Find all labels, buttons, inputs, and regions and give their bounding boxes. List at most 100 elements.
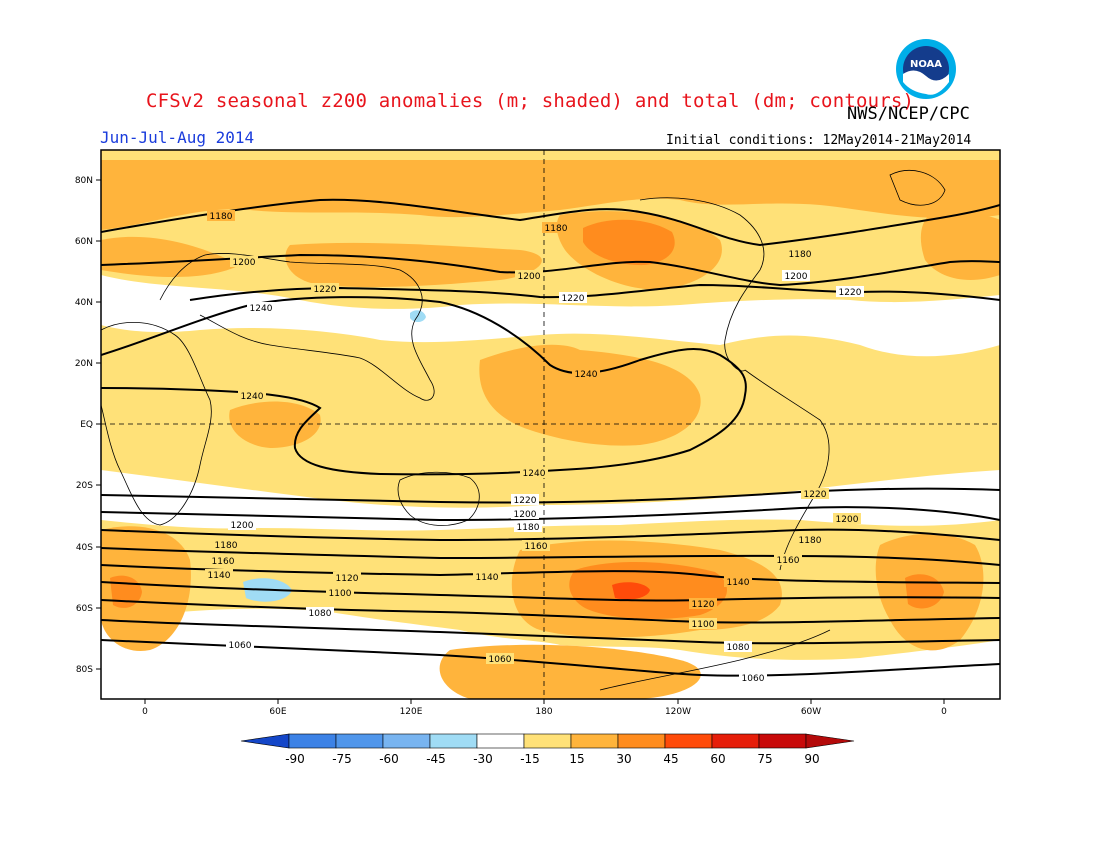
colorbar-label: -60	[379, 752, 399, 766]
contour-label-1200-f: 1200	[836, 515, 859, 525]
contour-label-1080-a: 1080	[309, 609, 332, 619]
neutral-band-south	[101, 470, 1000, 531]
contour-label-1180-f: 1180	[799, 536, 822, 546]
contour-1200-south	[101, 506, 1000, 522]
contour-label-1240-d: 1240	[523, 469, 546, 479]
lat-label-20s: 20S	[76, 481, 93, 491]
anomaly-30-45-pacific	[479, 344, 701, 446]
anomaly-30-45-arctic	[101, 160, 1000, 230]
lon-label-120e: 120E	[400, 707, 423, 717]
colorbar-label: -90	[285, 752, 305, 766]
contour-label-1080-b: 1080	[727, 643, 750, 653]
contour-label-1100-a: 1100	[329, 589, 352, 599]
colorbar-swatch	[335, 733, 384, 749]
colorbar-swatch	[382, 733, 431, 749]
contour-label-1140-a: 1140	[208, 571, 231, 581]
colorbar-label: 30	[616, 752, 631, 766]
lat-label-20n: 20N	[75, 359, 93, 369]
lat-label-eq: EQ	[80, 420, 93, 430]
anomaly-45-60-alaska	[583, 219, 675, 266]
contour-label-1220-a: 1220	[314, 285, 337, 295]
contour-label-1200-d: 1200	[514, 510, 537, 520]
contour-label-1240-b: 1240	[575, 370, 598, 380]
contour-1220-south	[101, 487, 1000, 504]
map-title: CFSv2 seasonal z200 anomalies (m; shaded…	[146, 90, 915, 112]
colorbar-swatch	[429, 733, 478, 749]
initial-conditions: Initial conditions: 12May2014-21May2014	[666, 133, 972, 148]
colorbar-swatch	[711, 733, 760, 749]
contour-label-1140-c: 1140	[727, 578, 750, 588]
colorbar-swatch	[758, 733, 807, 749]
contour-1180-north	[101, 198, 1000, 247]
lon-label-0-west: 0	[142, 707, 148, 717]
colorbar-swatch	[288, 733, 337, 749]
contour-label-1180-b: 1180	[545, 224, 568, 234]
contour-label-1200-b: 1200	[518, 272, 541, 282]
anomaly-60-75-core	[612, 582, 650, 600]
colorbar-swatch	[476, 733, 525, 749]
contour-1240	[101, 296, 747, 476]
colorbar-swatch	[664, 733, 713, 749]
colorbar-label: 60	[710, 752, 725, 766]
contour-1100	[101, 599, 1000, 624]
contour-label-1200-a: 1200	[233, 258, 256, 268]
contour-1160	[101, 547, 1000, 566]
neutral-band-north	[101, 275, 1000, 357]
contour-label-1140-b: 1140	[476, 573, 499, 583]
longitude-axis: 0 60E 120E 180 120W 60W 0	[142, 699, 947, 717]
contour-label-1220-c: 1220	[839, 288, 862, 298]
contour-1180-south	[101, 528, 1000, 542]
anomaly-30-45-sw-atlantic	[101, 526, 191, 651]
contour-1140	[101, 564, 1000, 584]
lat-label-60s: 60S	[76, 604, 93, 614]
contour-label-1220-d: 1220	[514, 496, 537, 506]
contour-label-1100-b: 1100	[692, 620, 715, 630]
lat-label-80s: 80S	[76, 665, 93, 675]
lat-label-40s: 40S	[76, 543, 93, 553]
contour-label-1160-b: 1160	[212, 557, 235, 567]
agency-label: NWS/NCEP/CPC	[847, 104, 970, 124]
contour-label-1060-c: 1060	[742, 674, 765, 684]
contour-1080	[101, 619, 1000, 645]
coastlines	[101, 170, 946, 691]
contour-label-1060-b: 1060	[489, 655, 512, 665]
contour-label-1180-c: 1180	[789, 250, 812, 260]
contour-labels: 1180 1180 1180 1200 1200 1200 1220 1220 …	[205, 210, 864, 684]
lat-label-40n: 40N	[75, 298, 93, 308]
anomaly-30-45-asia	[285, 242, 542, 288]
contour-label-1120-a: 1120	[336, 574, 359, 584]
contour-label-1220-e: 1220	[804, 490, 827, 500]
colorbar-label: -30	[473, 752, 493, 766]
colorbar-swatch	[523, 733, 572, 749]
contour-label-1200-e: 1200	[231, 521, 254, 531]
lon-label-0-east: 0	[941, 707, 947, 717]
contour-label-1180-e: 1180	[215, 541, 238, 551]
lon-label-120w: 120W	[665, 707, 691, 717]
colorbar-label: 75	[757, 752, 772, 766]
contour-label-1120-b: 1120	[692, 600, 715, 610]
colorbar-swatch	[570, 733, 619, 749]
contour-label-1160-a: 1160	[525, 542, 548, 552]
lon-label-60e: 60E	[269, 707, 286, 717]
colorbar-arrow-low	[240, 733, 290, 749]
colorbar-swatch	[617, 733, 666, 749]
colorbar-label: -15	[520, 752, 540, 766]
lat-label-60n: 60N	[75, 237, 93, 247]
contour-label-1180-d: 1180	[517, 523, 540, 533]
contour-1200-north	[101, 253, 1000, 287]
colorbar-label: 45	[663, 752, 678, 766]
colorbar-label: -75	[332, 752, 352, 766]
noaa-logo-text: NOAA	[910, 59, 942, 70]
colorbar-label: -45	[426, 752, 446, 766]
contour-label-1200-c: 1200	[785, 272, 808, 282]
contour-label-1180-a: 1180	[210, 212, 233, 222]
colorbar-label: 15	[569, 752, 584, 766]
latitude-axis: 80N 60N 40N 20N EQ 20S 40S 60S 80S	[75, 176, 101, 675]
contour-label-1220-b: 1220	[562, 294, 585, 304]
anomaly-30-45-indian	[229, 401, 321, 448]
contour-label-1060-a: 1060	[229, 641, 252, 651]
contour-label-1240-c: 1240	[241, 392, 264, 402]
anomaly-30-45-europe	[101, 236, 240, 277]
lat-label-80n: 80N	[75, 176, 93, 186]
